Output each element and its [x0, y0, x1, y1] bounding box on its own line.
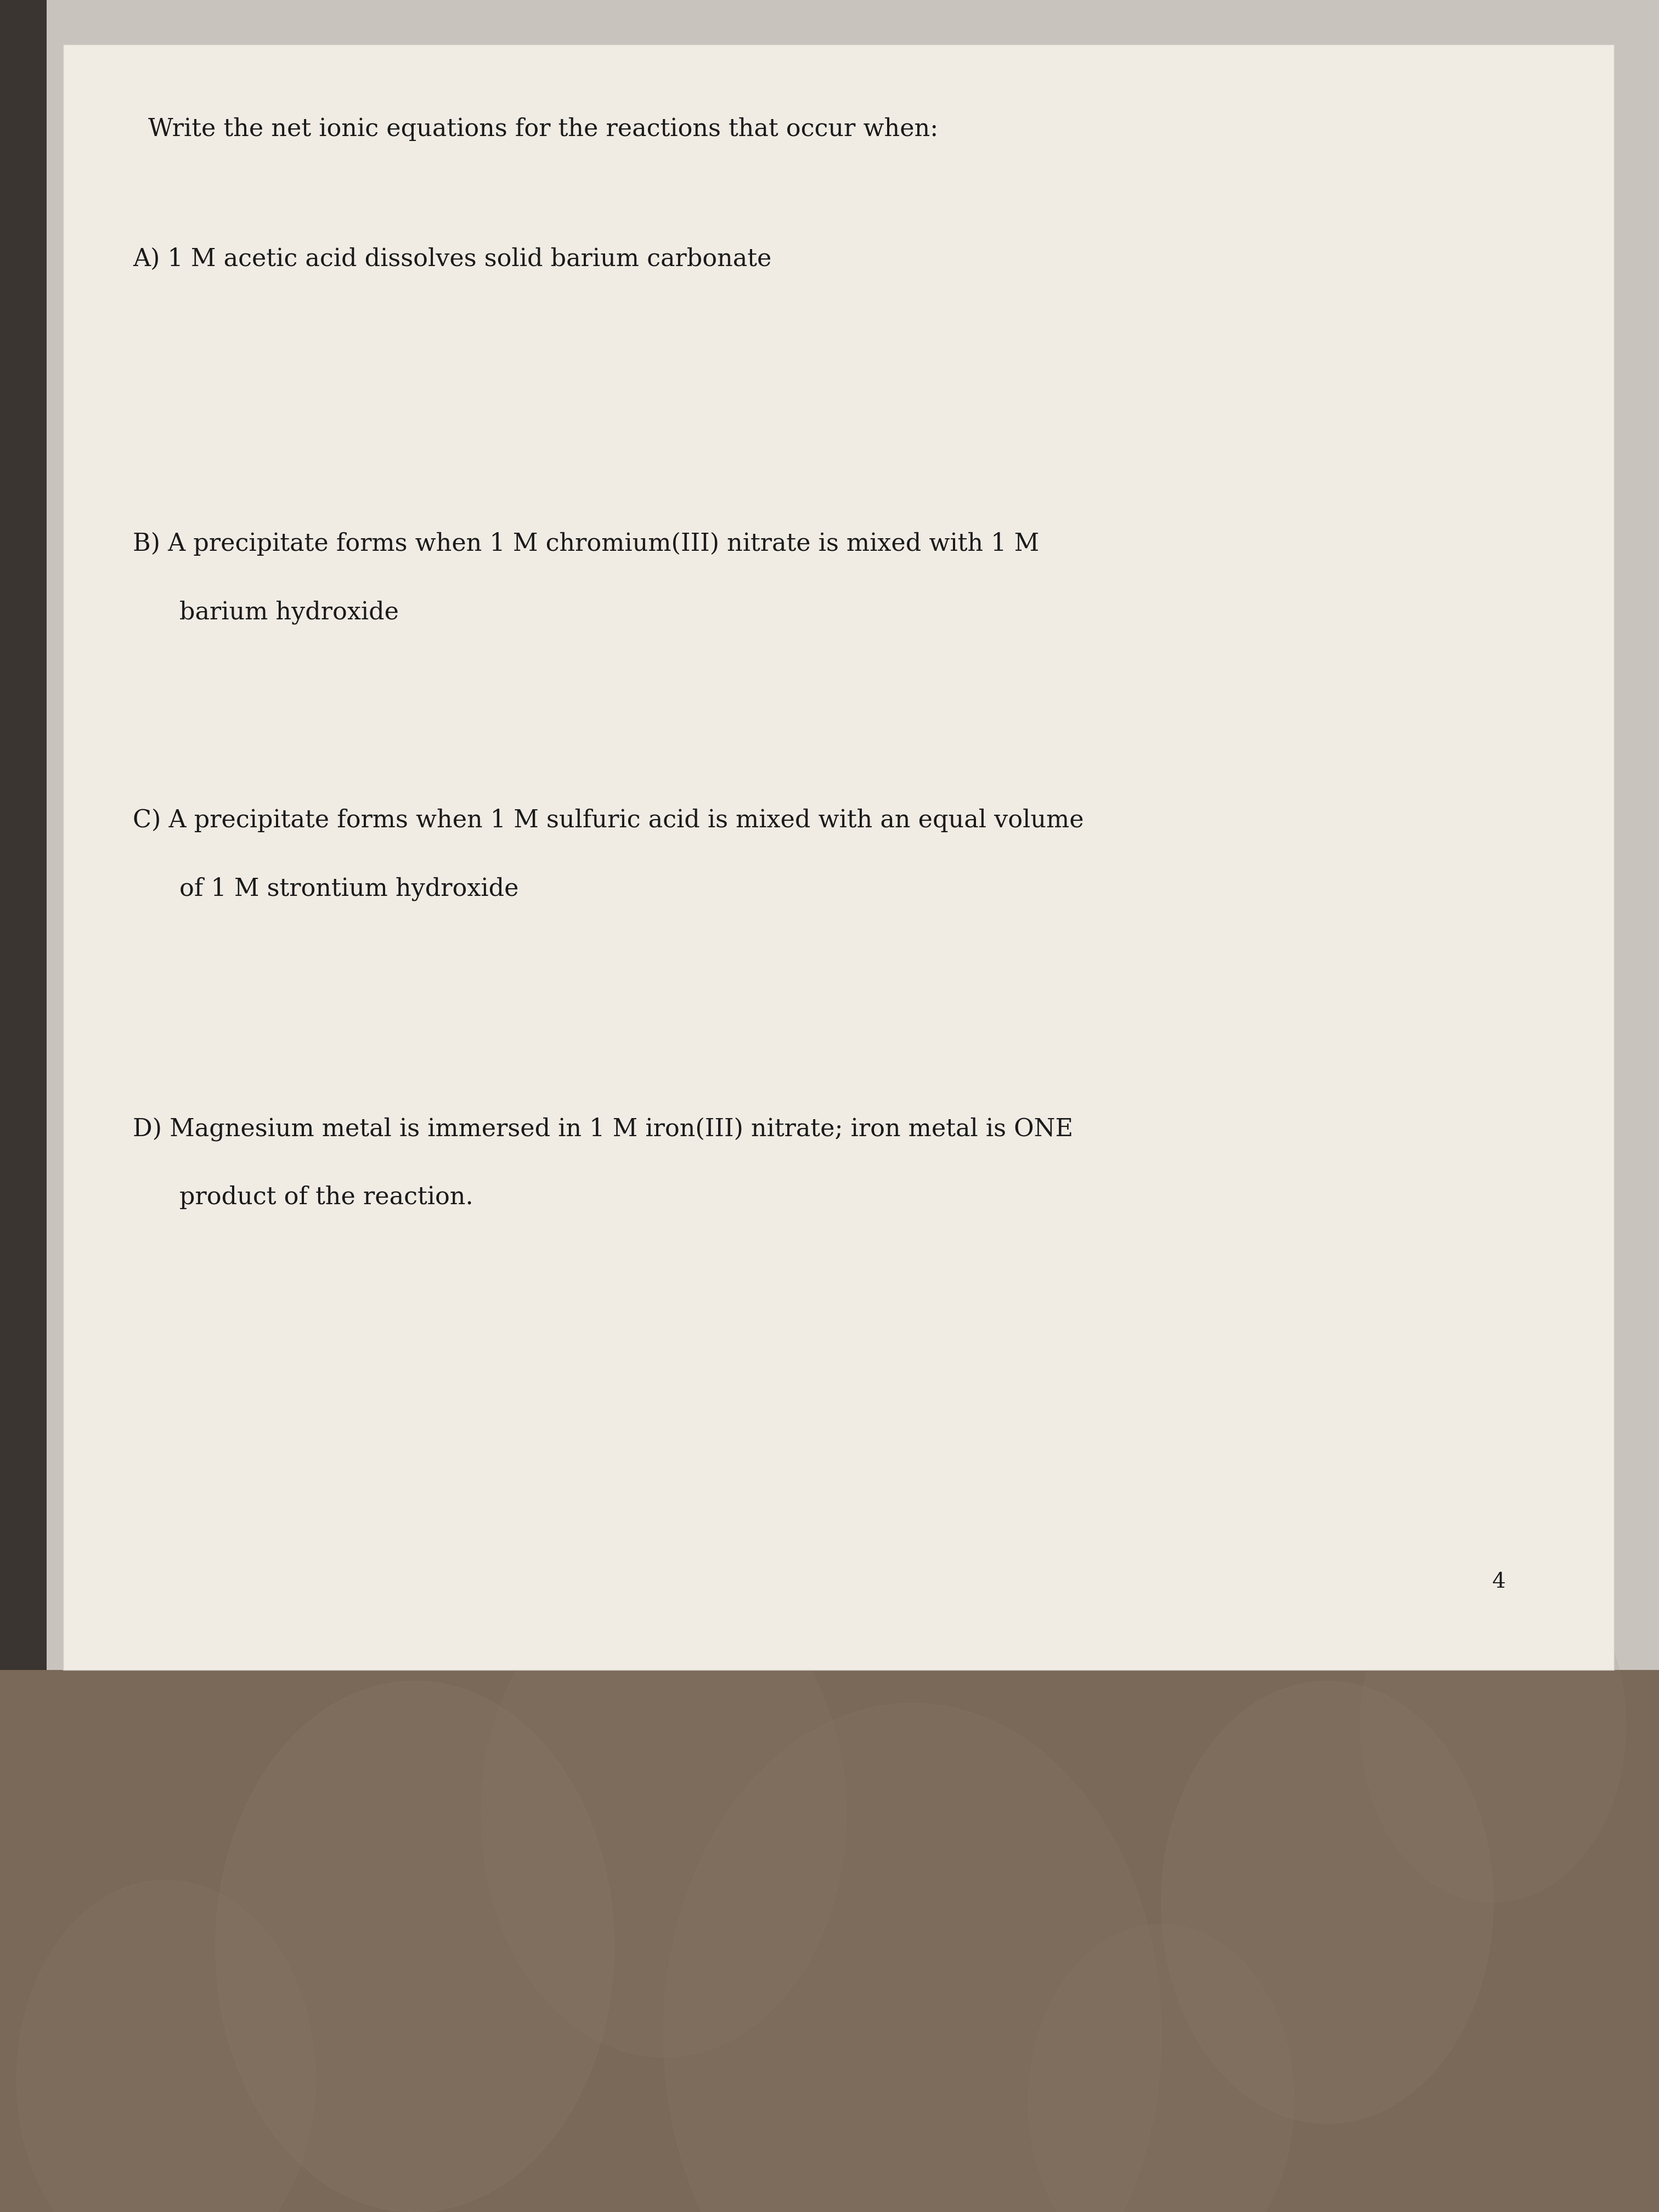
Text: A) 1 M acetic acid dissolves solid barium carbonate: A) 1 M acetic acid dissolves solid bariu… — [133, 248, 771, 272]
FancyBboxPatch shape — [0, 0, 1659, 1670]
Text: barium hydroxide: barium hydroxide — [179, 599, 398, 624]
Text: D) Magnesium metal is immersed in 1 M iron(III) nitrate; iron metal is ONE: D) Magnesium metal is immersed in 1 M ir… — [133, 1117, 1073, 1141]
Text: product of the reaction.: product of the reaction. — [179, 1186, 473, 1210]
Circle shape — [1161, 1681, 1493, 2124]
Text: 4: 4 — [1491, 1573, 1506, 1593]
Circle shape — [1029, 1924, 1294, 2212]
Circle shape — [216, 1681, 614, 2212]
FancyBboxPatch shape — [0, 0, 46, 1670]
Text: Write the net ionic equations for the reactions that occur when:: Write the net ionic equations for the re… — [148, 117, 939, 142]
Circle shape — [481, 1571, 846, 2057]
FancyBboxPatch shape — [63, 44, 1614, 1670]
Text: C) A precipitate forms when 1 M sulfuric acid is mixed with an equal volume: C) A precipitate forms when 1 M sulfuric… — [133, 807, 1083, 832]
Circle shape — [1360, 1548, 1626, 1902]
Text: of 1 M strontium hydroxide: of 1 M strontium hydroxide — [179, 876, 519, 900]
Text: B) A precipitate forms when 1 M chromium(III) nitrate is mixed with 1 M: B) A precipitate forms when 1 M chromium… — [133, 533, 1039, 555]
Circle shape — [17, 1880, 315, 2212]
Circle shape — [664, 1703, 1161, 2212]
FancyBboxPatch shape — [0, 1670, 1659, 2212]
